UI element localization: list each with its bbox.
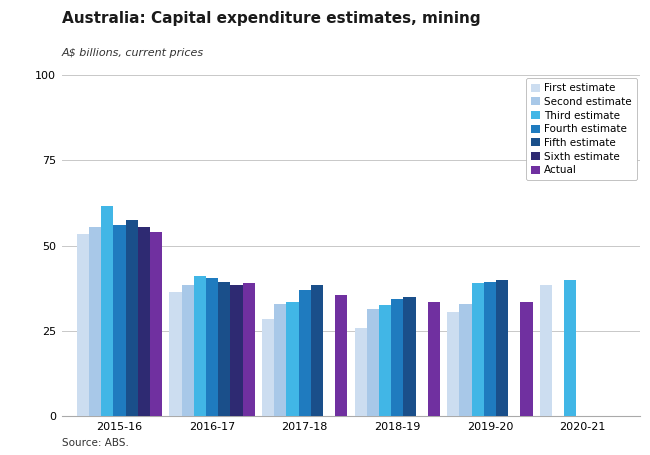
Bar xyxy=(101,207,114,416)
Bar xyxy=(138,227,150,416)
Bar xyxy=(540,285,552,416)
Bar xyxy=(231,285,242,416)
Text: Australia: Capital expenditure estimates, mining: Australia: Capital expenditure estimates… xyxy=(62,11,480,26)
Bar xyxy=(367,309,379,416)
Bar xyxy=(170,292,181,416)
Bar xyxy=(262,319,274,416)
Bar xyxy=(471,283,484,416)
Bar xyxy=(521,302,532,416)
Bar xyxy=(89,227,101,416)
Bar xyxy=(242,283,255,416)
Bar xyxy=(218,282,231,416)
Text: Source: ABS.: Source: ABS. xyxy=(62,438,129,448)
Bar xyxy=(379,305,391,416)
Bar xyxy=(484,282,496,416)
Bar xyxy=(564,280,577,416)
Bar xyxy=(287,302,298,416)
Bar xyxy=(194,277,206,416)
Bar xyxy=(125,220,138,416)
Bar xyxy=(150,232,162,416)
Bar xyxy=(496,280,508,416)
Bar xyxy=(460,304,471,416)
Bar xyxy=(77,234,89,416)
Text: A$ billions, current prices: A$ billions, current prices xyxy=(62,48,204,58)
Bar xyxy=(206,278,218,416)
Bar xyxy=(311,285,323,416)
Bar xyxy=(298,290,311,416)
Bar xyxy=(181,285,194,416)
Bar xyxy=(428,302,440,416)
Bar xyxy=(114,225,125,416)
Bar xyxy=(274,304,287,416)
Bar xyxy=(391,298,404,416)
Bar xyxy=(447,312,460,416)
Bar xyxy=(335,295,348,416)
Bar xyxy=(404,297,415,416)
Bar xyxy=(354,328,367,416)
Legend: First estimate, Second estimate, Third estimate, Fourth estimate, Fifth estimate: First estimate, Second estimate, Third e… xyxy=(526,78,637,181)
